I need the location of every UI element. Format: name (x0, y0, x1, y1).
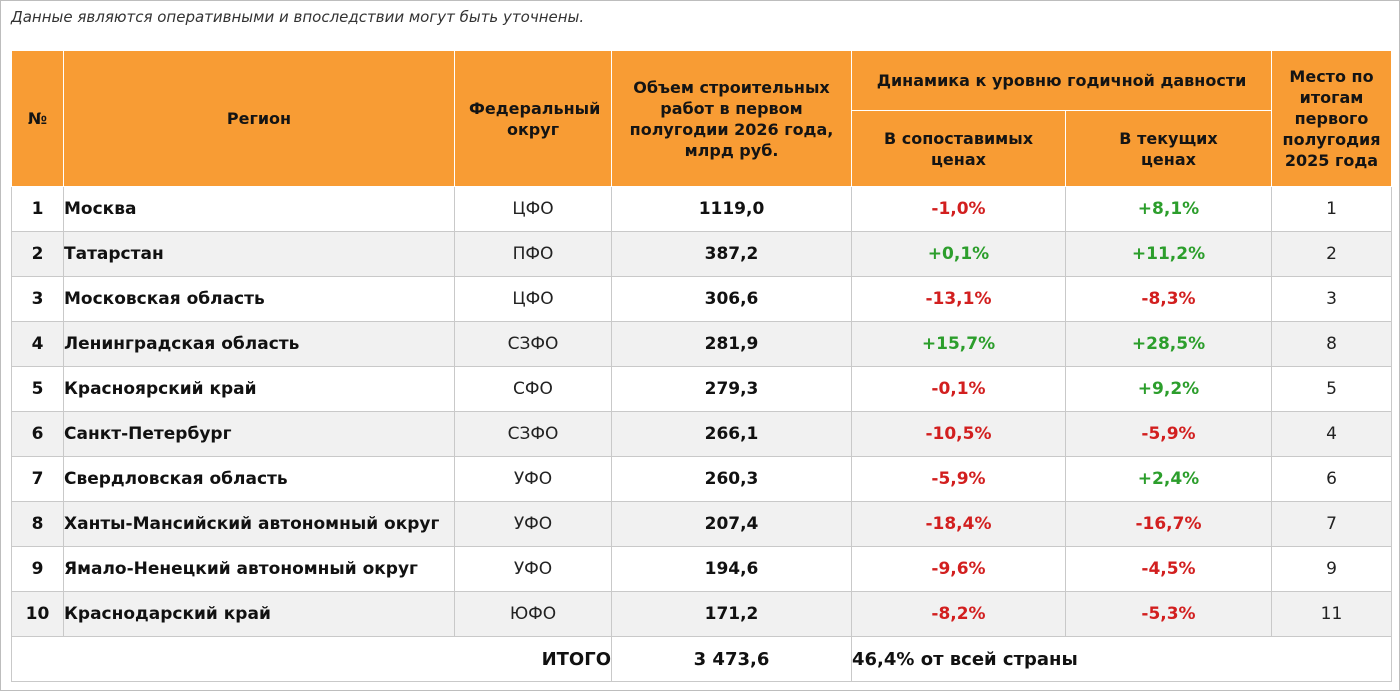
header-current-prices: В текущих ценах (1065, 110, 1272, 187)
disclaimer-note: Данные являются оперативными и впоследст… (11, 8, 585, 26)
dynamics-comparable: -8,2% (851, 591, 1066, 637)
row-number: 4 (11, 321, 64, 367)
federal-district: СФО (454, 366, 612, 412)
table-row: 10 Краснодарский край ЮФО 171,2 -8,2% -5,3% 11 (11, 591, 1392, 637)
region-name: Свердловская область (63, 456, 455, 502)
construction-volume: 306,6 (611, 276, 852, 322)
header-row-sub: В сопоставимых ценах В текущих ценах (12, 110, 1392, 187)
dynamics-current: +28,5% (1065, 321, 1272, 367)
construction-volume: 281,9 (611, 321, 852, 367)
row-number: 7 (11, 456, 64, 502)
dynamics-current: +2,4% (1065, 456, 1272, 502)
header-num: № (11, 50, 64, 187)
row-number: 6 (11, 411, 64, 457)
dynamics-comparable: -18,4% (851, 501, 1066, 547)
previous-place: 3 (1271, 276, 1392, 322)
total-share: 46,4% от всей страны (851, 636, 1392, 682)
construction-volume: 194,6 (611, 546, 852, 592)
dynamics-comparable: -10,5% (851, 411, 1066, 457)
region-name: Ленинградская область (63, 321, 455, 367)
dynamics-current: -16,7% (1065, 501, 1272, 547)
table-row: 5 Красноярский край СФО 279,3 -0,1% +9,2% 5 (11, 366, 1392, 412)
table-row: 9 Ямало-Ненецкий автономный округ УФО 194,6… (11, 546, 1392, 592)
region-name: Татарстан (63, 231, 455, 277)
previous-place: 9 (1271, 546, 1392, 592)
dynamics-comparable: -5,9% (851, 456, 1066, 502)
region-name: Москва (63, 186, 455, 232)
previous-place: 4 (1271, 411, 1392, 457)
dynamics-current: -5,3% (1065, 591, 1272, 637)
construction-volume: 279,3 (611, 366, 852, 412)
row-number: 8 (11, 501, 64, 547)
previous-place: 8 (1271, 321, 1392, 367)
row-number: 10 (11, 591, 64, 637)
federal-district: ЦФО (454, 276, 612, 322)
federal-district: ПФО (454, 231, 612, 277)
table-row: 1 Москва ЦФО 1119,0 -1,0% +8,1% 1 (11, 186, 1392, 232)
table-row: 8 Ханты-Мансийский автономный округ УФО 207… (11, 501, 1392, 547)
dynamics-comparable: -0,1% (851, 366, 1066, 412)
dynamics-comparable: +15,7% (851, 321, 1066, 367)
row-number: 2 (11, 231, 64, 277)
regions-table: № Регион Федеральный округ Объем строите… (11, 50, 1392, 682)
dynamics-comparable: -13,1% (851, 276, 1066, 322)
table-row: 6 Санкт-Петербург СЗФО 266,1 -10,5% -5,9% 4 (11, 411, 1392, 457)
table-row: 3 Московская область ЦФО 306,6 -13,1% -8,3% 3 (11, 276, 1392, 322)
header-row-top: № Регион Федеральный округ Объем строите… (11, 50, 1392, 187)
region-name: Московская область (63, 276, 455, 322)
previous-place: 5 (1271, 366, 1392, 412)
construction-volume: 260,3 (611, 456, 852, 502)
construction-volume: 171,2 (611, 591, 852, 637)
header-volume: Объем строительных работ в первом полуго… (611, 50, 852, 187)
total-label: ИТОГО (11, 636, 612, 682)
federal-district: ЮФО (454, 591, 612, 637)
total-row: ИТОГО 3 473,6 46,4% от всей страны (11, 636, 1392, 682)
table-row: 4 Ленинградская область СЗФО 281,9 +15,7% +28… (11, 321, 1392, 367)
total-volume: 3 473,6 (611, 636, 852, 682)
region-name: Ханты-Мансийский автономный округ (63, 501, 455, 547)
previous-place: 11 (1271, 591, 1392, 637)
header-comparable-prices: В сопоставимых ценах (851, 110, 1066, 187)
previous-place: 7 (1271, 501, 1392, 547)
previous-place: 1 (1271, 186, 1392, 232)
federal-district: УФО (454, 546, 612, 592)
row-number: 9 (11, 546, 64, 592)
dynamics-comparable: -9,6% (851, 546, 1066, 592)
table-body: 1 Москва ЦФО 1119,0 -1,0% +8,1% 1 2 Татарстан ПФО… (11, 186, 1392, 682)
dynamics-current: +11,2% (1065, 231, 1272, 277)
row-number: 5 (11, 366, 64, 412)
dynamics-current: -8,3% (1065, 276, 1272, 322)
federal-district: СЗФО (454, 321, 612, 367)
region-name: Краснодарский край (63, 591, 455, 637)
dynamics-current: +8,1% (1065, 186, 1272, 232)
dynamics-comparable: +0,1% (851, 231, 1066, 277)
federal-district: УФО (454, 501, 612, 547)
construction-volume: 266,1 (611, 411, 852, 457)
header-region: Регион (63, 50, 455, 187)
table-row: 2 Татарстан ПФО 387,2 +0,1% +11,2% 2 (11, 231, 1392, 277)
row-number: 3 (11, 276, 64, 322)
construction-volume: 207,4 (611, 501, 852, 547)
federal-district: ЦФО (454, 186, 612, 232)
table-row: 7 Свердловская область УФО 260,3 -5,9% +2,4% 6 (11, 456, 1392, 502)
header-federal-district: Федеральный округ (454, 50, 612, 187)
header-dynamics: Динамика к уровню годичной давности (851, 50, 1272, 111)
construction-volume: 387,2 (611, 231, 852, 277)
federal-district: СЗФО (454, 411, 612, 457)
federal-district: УФО (454, 456, 612, 502)
region-name: Ямало-Ненецкий автономный округ (63, 546, 455, 592)
region-name: Красноярский край (63, 366, 455, 412)
region-name: Санкт-Петербург (63, 411, 455, 457)
dynamics-current: -5,9% (1065, 411, 1272, 457)
dynamics-current: -4,5% (1065, 546, 1272, 592)
previous-place: 2 (1271, 231, 1392, 277)
header-place: Место по итогам первого полугодия 2025 г… (1271, 50, 1392, 187)
previous-place: 6 (1271, 456, 1392, 502)
construction-volume: 1119,0 (611, 186, 852, 232)
row-number: 1 (11, 186, 64, 232)
dynamics-comparable: -1,0% (851, 186, 1066, 232)
dynamics-current: +9,2% (1065, 366, 1272, 412)
